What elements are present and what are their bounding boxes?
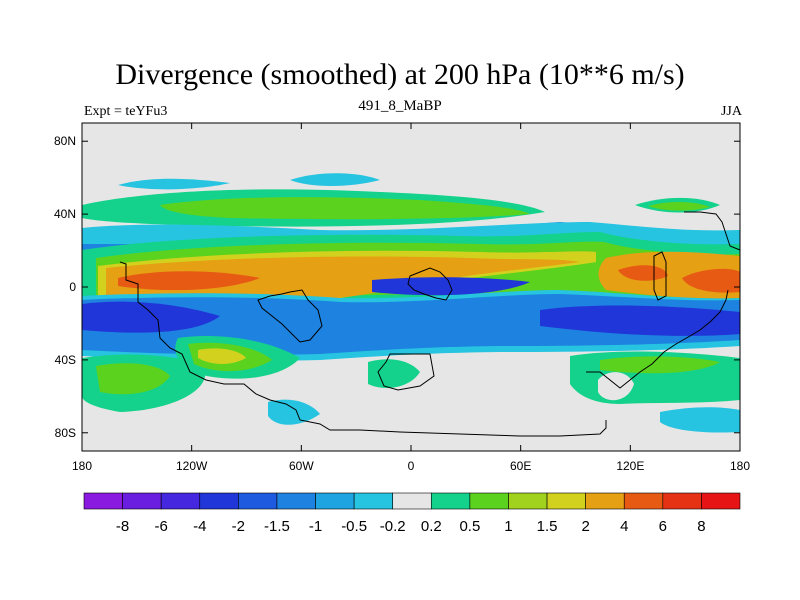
season-label: JJA — [720, 104, 742, 119]
colorbar-swatch — [701, 492, 741, 510]
y-tick-label: 0 — [69, 280, 76, 294]
colorbar-swatch — [392, 492, 432, 510]
red-band-east-pacific — [618, 265, 668, 281]
red-band-dateline — [682, 268, 740, 293]
colorbar-swatch — [238, 492, 278, 510]
colorbar-label: 0.5 — [459, 518, 480, 535]
lime-band-north-b — [648, 201, 710, 211]
x-tick-label: 120W — [176, 459, 208, 473]
deep-blue-band-equatorial — [82, 301, 220, 333]
colorbar-swatch — [508, 492, 548, 510]
colorbar-label: -0.5 — [341, 518, 367, 535]
colorbar: -8 -6 -4 -2 -1.5 -1 -0.5 -0.2 0.2 0.5 1 1.5 2 4 6 8 — [83, 492, 741, 535]
y-tick-label: 40S — [55, 353, 76, 367]
colorbar-swatch — [430, 492, 471, 510]
orange-band-west-pacific — [106, 256, 580, 300]
colorbar-label: 1.5 — [537, 518, 558, 535]
colorbar-swatch — [585, 492, 625, 510]
run-label: 491_8_MaBP — [358, 98, 442, 114]
colorbar-label: 6 — [659, 518, 667, 535]
colorbar-swatch — [83, 492, 123, 510]
lime-band-south-a — [96, 363, 170, 395]
colorbar-label: -1 — [309, 518, 322, 535]
colorbar-label: -6 — [155, 518, 168, 535]
cyan-band-north-a — [118, 178, 230, 190]
x-tick-label: 60W — [289, 459, 314, 473]
colorbar-label: -2 — [232, 518, 245, 535]
y-axis: 80N 40N 0 40S 80S — [54, 134, 740, 440]
x-tick-label: 180 — [72, 459, 92, 473]
colorbar-label: -1.5 — [264, 518, 290, 535]
colorbar-label: 2 — [581, 518, 589, 535]
y-tick-label: 80N — [54, 134, 76, 148]
x-tick-label: 60E — [510, 459, 531, 473]
colorbar-label: -4 — [193, 518, 206, 535]
colorbar-swatch — [469, 492, 509, 510]
colorbar-swatch — [199, 492, 239, 510]
colorbar-swatch — [276, 492, 316, 510]
deep-blue-band-indian — [540, 305, 740, 336]
cyan-band-south-a — [268, 399, 320, 425]
experiment-label: Expt = teYFu3 — [84, 104, 168, 119]
red-band-west-pacific — [118, 271, 260, 291]
coastline-outline — [119, 211, 741, 437]
x-tick-label: 120E — [616, 459, 644, 473]
yellow-band-south-b — [198, 348, 246, 364]
cyan-band-north-b — [290, 173, 380, 186]
chart-title: Divergence (smoothed) at 200 hPa (10**6 … — [115, 58, 685, 91]
colorbar-swatch — [353, 492, 394, 510]
colorbar-label: -8 — [116, 518, 129, 535]
y-tick-label: 40N — [54, 207, 76, 221]
colorbar-label: -0.2 — [380, 518, 406, 535]
colorbar-swatch — [546, 492, 586, 510]
colorbar-label: 1 — [504, 518, 512, 535]
colorbar-swatch — [122, 492, 162, 510]
colorbar-swatch — [160, 492, 201, 510]
green-band-south-c — [368, 359, 420, 388]
colorbar-swatch — [623, 492, 664, 510]
colorbar-swatch — [315, 492, 355, 510]
x-axis: 180 120W 60W 0 60E 120E 180 — [72, 123, 750, 473]
y-tick-label: 80S — [55, 426, 76, 440]
x-tick-label: 0 — [408, 459, 415, 473]
colorbar-label: 8 — [697, 518, 705, 535]
lime-band-south-d — [600, 356, 720, 374]
colorbar-label: 0.2 — [421, 518, 442, 535]
grey-patch-south-d — [598, 372, 634, 401]
x-tick-label: 180 — [730, 459, 750, 473]
colorbar-label: 4 — [620, 518, 628, 535]
colorbar-swatch — [662, 492, 702, 510]
lime-band-north-a — [160, 197, 530, 220]
cyan-band-south-b — [660, 407, 740, 433]
